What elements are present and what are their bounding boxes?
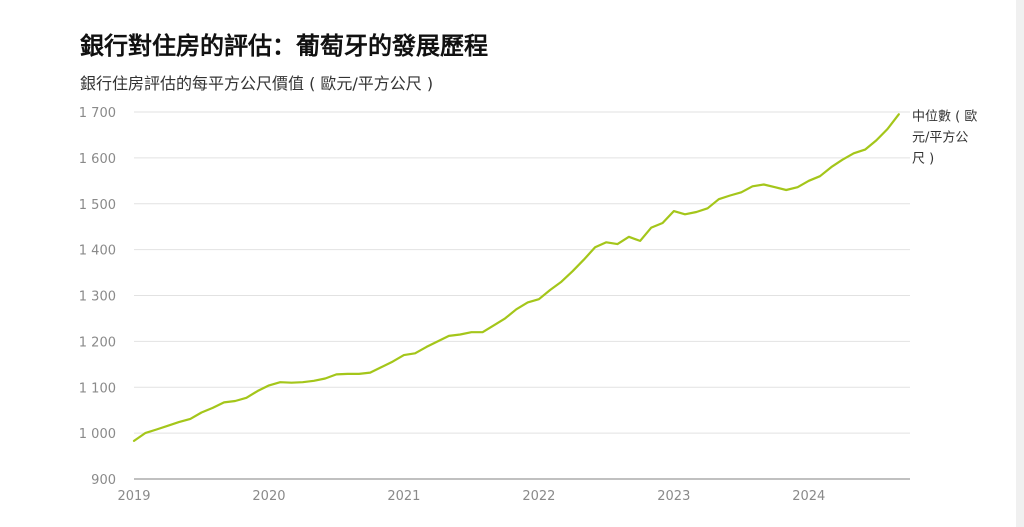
x-axis-tick-labels: 2019 2020 2021 2022 2023 2024	[117, 489, 825, 504]
y-tick-label: 1 200	[79, 335, 116, 350]
y-axis-tick-labels: 900 1 000 1 100 1 200 1 300 1 400 1 500 1 600 1 …	[79, 106, 116, 488]
y-tick-label: 1 300	[79, 290, 116, 305]
gridlines	[134, 111, 910, 480]
chart-title: 銀行對住房的評估：葡萄牙的發展歷程	[80, 32, 488, 60]
series-line-median	[132, 113, 900, 442]
y-tick-label: 900	[91, 473, 116, 488]
series-label-line: 中位數 ( 歐	[912, 109, 977, 124]
y-tick-label: 1 100	[79, 381, 116, 396]
y-tick-label: 1 400	[79, 244, 116, 259]
y-tick-label: 1 000	[79, 427, 116, 442]
x-tick-label: 2019	[117, 489, 150, 504]
x-tick-label: 2022	[522, 489, 555, 504]
series-end-labels: 中位數 ( 歐元/平方公尺 )	[912, 109, 977, 166]
y-tick-label: 1 500	[79, 198, 116, 213]
y-tick-label: 1 600	[79, 152, 116, 167]
x-tick-label: 2020	[252, 489, 285, 504]
x-tick-label: 2021	[387, 489, 420, 504]
series-lines	[132, 113, 900, 442]
x-tick-label: 2023	[657, 489, 690, 504]
scrollbar-track[interactable]	[1016, 0, 1024, 527]
series-label-line: 尺 )	[912, 151, 934, 166]
chart-subtitle: 銀行住房評估的每平方公尺價值 ( 歐元/平方公尺 )	[80, 74, 434, 93]
series-label-line: 元/平方公	[912, 129, 968, 145]
y-tick-label: 1 700	[79, 106, 116, 121]
x-tick-label: 2024	[792, 489, 825, 504]
